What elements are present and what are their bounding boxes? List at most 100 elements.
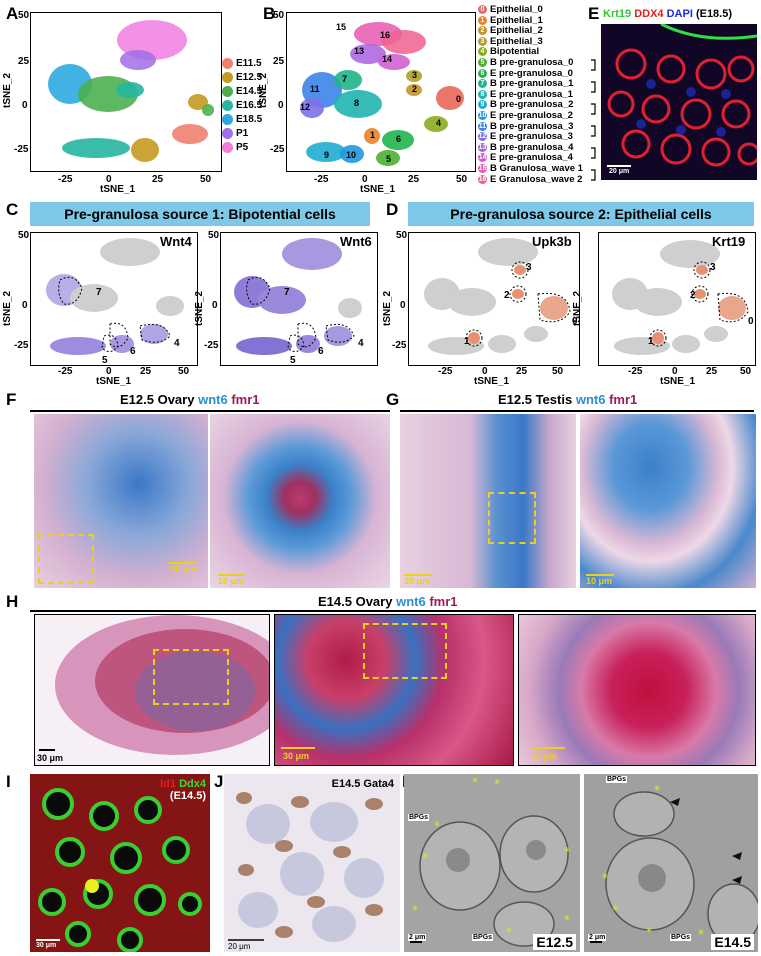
x-tick: 0 <box>672 366 678 377</box>
svg-text:*: * <box>412 903 418 917</box>
tsne-plot-b <box>286 12 476 172</box>
y-axis-label: tSNE_2 <box>2 290 13 326</box>
scale-bar-label: 2 μm <box>588 934 607 941</box>
y-axis-label: tSNE_2 <box>572 290 583 326</box>
cluster-label: 2 <box>504 290 510 301</box>
scale-bar-label: 10 μm <box>218 576 245 586</box>
em-image-k: * * * * * * * * BPGs BPGs 2 μm E12.5 <box>404 774 580 952</box>
legend-text: E pre-granulosa_0 <box>490 67 573 79</box>
scale-bar-label: 10 μm <box>531 751 558 761</box>
em-image-l: * * * * * BPGs BPGs 2 μm E14.5 <box>584 774 758 952</box>
x-tick: -25 <box>58 174 73 185</box>
legend-item: 4 Bipotential <box>478 46 539 57</box>
y-axis-label: tSNE_2 <box>382 290 393 326</box>
legend-text: Bipotential <box>490 46 540 58</box>
legend-item: 11 B pre-granulosa_3 <box>478 121 573 132</box>
legend-swatch: 6 <box>478 68 487 78</box>
x-tick: 25 <box>408 174 420 185</box>
cluster-label: 2 <box>412 84 418 94</box>
panel-label-h: H <box>6 592 19 611</box>
cluster-label: 0 <box>748 316 754 327</box>
legend-item: 15 B Granulosa_wave 1 <box>478 163 583 174</box>
banner-d: Pre-granulosa source 2: Epithelial cells <box>408 202 754 226</box>
divider <box>30 610 756 612</box>
cluster-label: 12 <box>300 102 311 112</box>
ihc-image-j: E14.5 Gata4 20 μm <box>224 774 400 952</box>
y-tick: -25 <box>270 144 285 155</box>
y-tick: 25 <box>273 56 285 67</box>
y-tick: 50 <box>208 230 220 241</box>
ish-image-h-zoom: 10 μm <box>518 614 756 766</box>
x-tick: 50 <box>552 366 564 377</box>
cluster-label: 5 <box>102 355 108 366</box>
legend-text: B pre-granulosa_2 <box>490 99 574 111</box>
legend-text: Epithelial_3 <box>490 35 543 47</box>
y-tick: 50 <box>18 230 30 241</box>
gene-label: Wnt4 <box>160 234 192 249</box>
x-axis-label: tSNE_1 <box>100 184 136 195</box>
ish-image-f-zoom: 10 μm <box>210 414 390 588</box>
legend-swatch: 2 <box>478 26 487 36</box>
scale-bar-label: 30 μm <box>404 576 431 586</box>
legend-swatch: 4 <box>478 47 487 57</box>
legend-swatch: 14 <box>478 153 487 163</box>
svg-text:*: * <box>422 851 428 865</box>
x-tick: 25 <box>706 366 718 377</box>
cluster-label: 15 <box>336 22 347 32</box>
cluster-label: 13 <box>354 46 365 56</box>
svg-text:*: * <box>494 777 500 791</box>
divider <box>30 410 390 412</box>
cluster-number-labels: 15 16 13 14 3 2 7 11 12 8 0 1 6 4 9 10 5 <box>286 12 476 172</box>
legend-text: Epithelial_0 <box>490 4 543 15</box>
legend-text: Epithelial_1 <box>490 14 543 26</box>
stain-legend-i: Id1 Ddx4 (E14.5) <box>160 778 206 802</box>
stage-label: E12.5 <box>533 934 576 950</box>
tsne-plot-a <box>30 12 222 172</box>
fluorescence-image-e: 20 μm <box>601 24 757 180</box>
x-tick: 0 <box>106 174 112 185</box>
legend-swatch: 15 <box>478 163 487 173</box>
legend-item: E11.5 <box>222 58 262 69</box>
y-tick: -25 <box>204 340 219 351</box>
legend-item: E14.5 <box>222 86 262 97</box>
legend-item: 10 E pre-granulosa_2 <box>478 110 573 121</box>
scale-bar-label: 10 μm <box>586 576 613 586</box>
cluster-label: 6 <box>130 346 136 357</box>
y-tick: 25 <box>18 56 30 67</box>
y-tick: 50 <box>273 10 285 21</box>
x-axis-label: tSNE_1 <box>474 376 510 387</box>
legend-item: 14 E pre-granulosa_4 <box>478 152 573 163</box>
title-g: E12.5 Testis wnt6 fmr1 <box>498 392 638 407</box>
x-axis-label: tSNE_1 <box>660 376 696 387</box>
fluorescence-image-i: Id1 Ddx4 (E14.5) 30 μm <box>30 774 210 952</box>
x-tick: 25 <box>152 174 164 185</box>
legend-swatch: 16 <box>478 174 487 184</box>
legend-text: Epithelial_2 <box>490 25 543 37</box>
x-tick: 0 <box>106 366 112 377</box>
scale-bar-label: 30 μm <box>283 751 310 761</box>
legend-text: E Granulosa_wave 2 <box>490 173 583 185</box>
legend-item: E12.5 <box>222 72 262 83</box>
cluster-label: 0 <box>572 316 578 327</box>
legend-swatch: 13 <box>478 142 487 152</box>
legend-text: E pre-granulosa_1 <box>490 88 573 100</box>
svg-text:*: * <box>506 925 512 939</box>
x-tick: 50 <box>456 174 468 185</box>
scale-bar-label: 2 μm <box>408 934 427 941</box>
panel-label-f: F <box>6 390 17 409</box>
cluster-label: 16 <box>380 30 391 40</box>
cluster-label: 7 <box>284 287 290 298</box>
legend-item: E16.5 <box>222 100 262 111</box>
legend-swatch: 10 <box>478 110 487 120</box>
y-tick: 0 <box>212 300 218 311</box>
scale-bar-label: 30 μm <box>37 753 64 763</box>
y-tick: 50 <box>396 230 408 241</box>
legend-text: B pre-granulosa_3 <box>490 120 574 132</box>
cluster-label: 1 <box>464 336 470 347</box>
cluster-label: 5 <box>386 154 392 164</box>
legend-item: P5 <box>222 142 248 153</box>
legend-item: 0 Epithelial_0 <box>478 4 543 15</box>
panel-label-e: E <box>588 4 600 23</box>
legend-text: B pre-granulosa_4 <box>490 141 574 153</box>
